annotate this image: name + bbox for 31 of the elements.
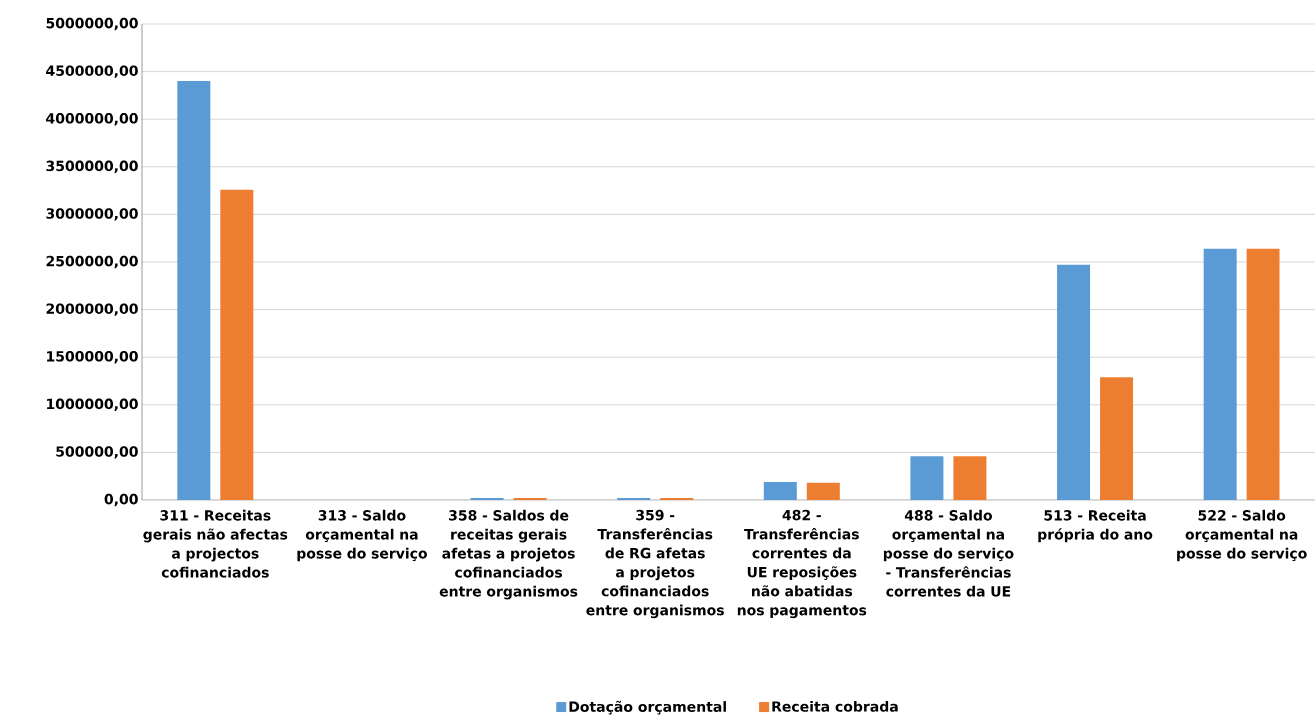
x-tick-label: 311 - Receitas gerais não afectas a projectos cofinanciados	[143, 509, 288, 578]
x-tick-label: 358 - Saldos de receitas gerais afetas a projetos cofinanciados entre organismos	[439, 509, 578, 600]
legend-label: Dotação orçamental	[569, 700, 726, 715]
bar	[953, 456, 987, 500]
bar	[1057, 264, 1091, 500]
x-tick-label: 513 - Receita própria do ano	[1038, 509, 1153, 543]
bar	[910, 456, 944, 500]
bar	[177, 81, 211, 500]
y-tick-label: 3000000,00	[46, 208, 138, 221]
bar	[220, 189, 254, 500]
bar	[806, 482, 840, 500]
y-tick-label: 500000,00	[56, 446, 138, 459]
bar	[763, 481, 797, 500]
y-tick-label: 0,00	[104, 493, 138, 507]
bar	[1246, 248, 1280, 500]
legend-label: Receita cobrada	[772, 700, 898, 712]
x-tick-label: 482 - Transferências correntes da UE reposições não abatidas nos pagamentos	[737, 509, 867, 619]
y-tick-label: 5000000,00	[46, 17, 138, 31]
x-tick-label: 488 - Saldo orçamental na posse do serviço - Transferências correntes da UE	[883, 509, 1014, 597]
y-tick-label: 2000000,00	[46, 303, 138, 316]
x-tick-label: 359 - Transferências de RG afetas a projetos cofinanciados entre organismos	[586, 509, 724, 619]
x-tick-label: 522 - Saldo orçamental na posse do serviço	[1177, 509, 1307, 562]
bar	[1203, 248, 1237, 500]
y-tick-label: 1000000,00	[47, 398, 138, 411]
bar	[1100, 377, 1134, 500]
y-tick-label: 3500000,00	[46, 160, 138, 173]
x-tick-label: 313 - Saldo orçamental na posse do serviço	[297, 509, 427, 562]
y-tick-label: 4500000,00	[46, 65, 138, 78]
y-tick-label: 2500000,00	[46, 255, 138, 269]
y-tick-label: 1500000,00	[47, 350, 138, 364]
y-tick-label: 4000000,00	[46, 113, 138, 126]
